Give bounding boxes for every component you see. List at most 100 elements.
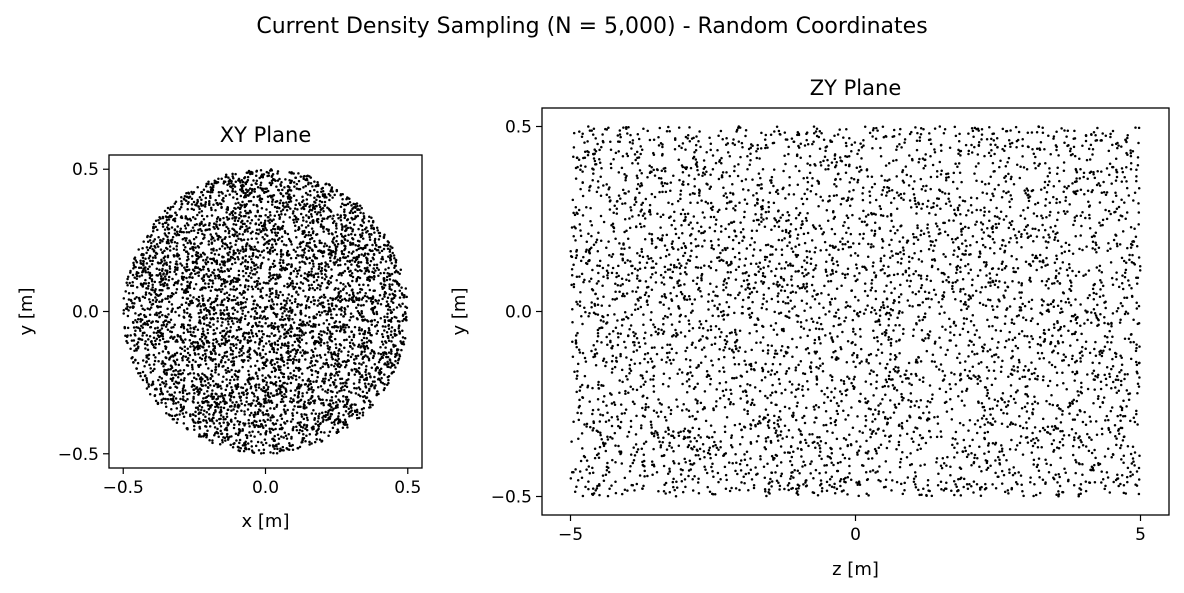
xy-plane-point (393, 266, 396, 269)
xy-plane-point (167, 218, 171, 221)
xy-plane-point (300, 338, 304, 342)
xy-plane-point (207, 269, 211, 273)
xy-plane-point (190, 190, 193, 194)
xy-plane-point (291, 212, 295, 215)
xy-plane-point (243, 222, 246, 226)
xy-plane-point (171, 277, 174, 281)
xy-plane-point (296, 303, 299, 306)
xy-plane-point (128, 306, 132, 309)
xy-plane-point (339, 263, 342, 267)
xy-plane-point (212, 411, 216, 415)
xy-plane-point (264, 413, 268, 416)
xy-plane-point (299, 405, 302, 408)
xy-plane-point (346, 282, 350, 285)
xy-plane-point (242, 352, 245, 355)
xy-plane-point (285, 299, 288, 303)
xy-plane-point (262, 405, 265, 408)
xy-plane-point (174, 281, 178, 284)
xy-plane-point (400, 286, 403, 289)
xy-plane-point (236, 280, 239, 283)
xy-plane-point (322, 403, 325, 407)
xy-plane-point (252, 392, 256, 396)
xy-plane-point (305, 244, 308, 247)
xy-plane-point (232, 378, 236, 382)
xy-plane-point (313, 240, 316, 243)
xy-plane-point (225, 211, 228, 214)
xy-plane-point (294, 218, 297, 221)
xy-plane-point (350, 232, 353, 236)
xy-plane-point (262, 223, 266, 226)
xy-plane-point (168, 245, 172, 248)
xy-plane-point (343, 384, 347, 388)
xy-plane-point (212, 416, 215, 420)
xy-plane-point (307, 323, 310, 327)
xy-plane-point (255, 237, 258, 240)
xy-plane-point (219, 303, 222, 306)
xy-plane-point (216, 227, 220, 231)
xy-plane-point (238, 227, 242, 231)
xy-plane-point (236, 310, 239, 314)
xy-plane-point (270, 342, 274, 345)
xy-plane-point (227, 358, 230, 362)
xy-plane-point (267, 299, 271, 303)
xy-plane-point (225, 340, 229, 344)
xy-plane-point (181, 238, 185, 241)
xy-plane-point (200, 339, 204, 343)
xy-plane-point (377, 352, 380, 355)
xy-plane-point (377, 231, 381, 235)
xy-plane-point (302, 199, 305, 202)
xy-plane-point (171, 205, 175, 209)
xy-plane-point (199, 435, 203, 438)
xy-plane-point (303, 247, 307, 250)
xy-plane-point (234, 217, 237, 220)
xy-plane-point (156, 245, 160, 248)
xy-plane-point (154, 339, 157, 343)
xy-plane-point (179, 369, 182, 372)
xy-plane-point (395, 349, 399, 352)
xy-plane-point (307, 401, 310, 405)
xy-plane-point (146, 343, 149, 347)
xy-plane-point (164, 397, 167, 401)
xy-plane-point (244, 305, 247, 309)
xy-plane-point (161, 278, 165, 281)
xy-plane-point (198, 319, 202, 322)
xy-plane-point (191, 254, 194, 258)
xy-plane-point (180, 283, 183, 286)
xy-plane-point (147, 353, 150, 357)
xy-plane-point (321, 304, 324, 308)
xy-plane-point (228, 213, 232, 216)
xy-plane-point (241, 301, 245, 305)
xy-plane-point (283, 381, 286, 385)
xy-plane-point (336, 363, 339, 367)
xy-plane-point (310, 356, 313, 360)
xy-plane-point (194, 410, 197, 414)
xy-plane-point (197, 311, 200, 315)
xy-plane-point (256, 440, 260, 444)
xy-plane-point (207, 386, 210, 390)
xy-plane-point (241, 334, 245, 338)
xy-plane-point (158, 329, 162, 332)
xy-plane-point (229, 398, 232, 401)
xy-plane-point (362, 332, 365, 336)
xy-plane-point (312, 388, 315, 392)
xy-plane-point (341, 225, 344, 228)
xy-plane-point (245, 279, 248, 282)
xy-plane-point (186, 241, 189, 245)
xy-plane-point (167, 320, 170, 324)
xy-plane-point (364, 386, 368, 389)
xy-plane-point (389, 348, 393, 351)
xy-plane-point (225, 306, 229, 309)
xy-plane-point (347, 359, 350, 362)
xy-plane-point (346, 202, 350, 206)
xy-plane-point (233, 405, 236, 408)
xy-plane-point (386, 312, 389, 316)
xy-plane-point (231, 189, 234, 193)
xy-plane-point (309, 300, 313, 304)
xy-plane-point (163, 275, 167, 278)
xy-plane-point (181, 359, 184, 362)
xy-plane-point (399, 340, 402, 343)
xy-plane-point (285, 437, 289, 440)
xy-plane-point (267, 219, 270, 223)
xy-plane-point (360, 315, 364, 319)
xy-plane-point (250, 440, 253, 443)
